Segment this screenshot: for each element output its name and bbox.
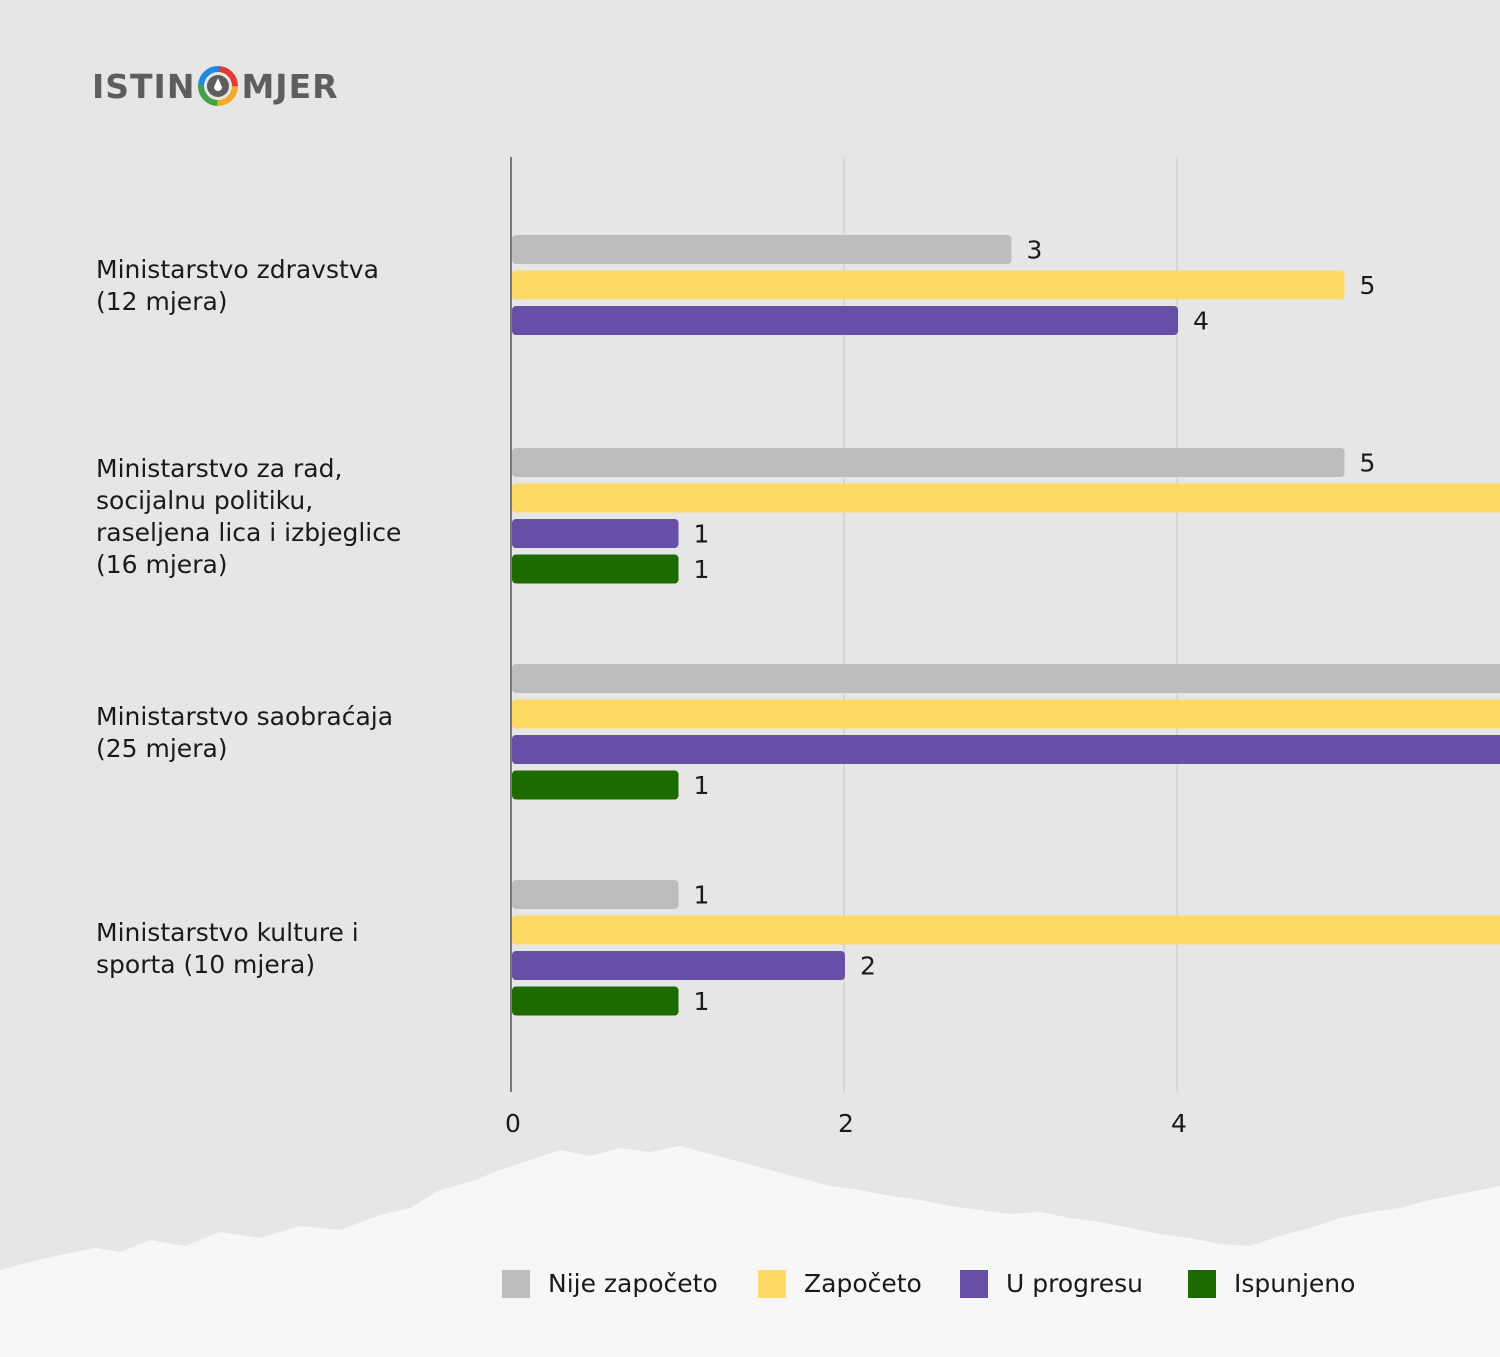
x-tick-label: 4 xyxy=(1171,1109,1187,1138)
bar xyxy=(512,554,679,584)
bar xyxy=(512,448,1345,477)
data-label: 1 xyxy=(694,771,710,800)
legend-label: Nije započeto xyxy=(548,1269,718,1298)
bar xyxy=(512,735,1500,764)
data-label: 5 xyxy=(1360,271,1376,300)
bar xyxy=(512,986,679,1016)
x-tick-label: 2 xyxy=(838,1109,854,1138)
category-label-line: Ministarstvo za rad, xyxy=(96,454,342,483)
brand-logo-right-text: MJER xyxy=(241,66,339,106)
bar xyxy=(512,770,679,800)
torn-paper-edge xyxy=(0,1146,1500,1357)
legend-swatch xyxy=(1188,1270,1216,1298)
data-label: 1 xyxy=(694,987,710,1016)
category-label: Ministarstvo kulture i sporta (10 mjera) xyxy=(96,918,359,979)
category-label-line: raseljena lica i izbjeglice xyxy=(96,518,401,547)
legend-label: Ispunjeno xyxy=(1234,1269,1355,1298)
category-label-line: Ministarstvo saobraćaja xyxy=(96,702,393,731)
legend-label: U progresu xyxy=(1006,1269,1143,1298)
data-label: 5 xyxy=(1360,449,1376,478)
data-label: 1 xyxy=(694,555,710,584)
category-label: Ministarstvo zdravstva (12 mjera) xyxy=(96,255,379,316)
legend-swatch xyxy=(502,1270,530,1298)
category-label-line: Ministarstvo zdravstva xyxy=(96,255,379,284)
data-label: 1 xyxy=(694,520,710,549)
brand-logo-left-text: ISTIN xyxy=(92,66,196,106)
category-label-line: socijalnu politiku, xyxy=(96,486,313,515)
legend-label: Započeto xyxy=(804,1269,922,1298)
category-label-line: (16 mjera) xyxy=(96,550,228,579)
legend-swatch xyxy=(758,1270,786,1298)
data-label: 1 xyxy=(694,881,710,910)
bar xyxy=(512,483,1500,513)
gauge-icon xyxy=(198,66,239,106)
data-label: 2 xyxy=(860,952,876,981)
category-label-line: sporta (10 mjera) xyxy=(96,950,315,979)
category-label-line: (12 mjera) xyxy=(96,287,228,316)
bar xyxy=(512,915,1500,945)
category-label-line: (25 mjera) xyxy=(96,734,228,763)
bar xyxy=(512,664,1500,693)
data-label: 4 xyxy=(1193,307,1209,336)
bar xyxy=(512,951,845,980)
category-label: Ministarstvo saobraćaja (25 mjera) xyxy=(96,702,393,763)
bar xyxy=(512,270,1345,300)
bar xyxy=(512,306,1178,335)
category-label: Ministarstvo za rad, socijalnu politiku, r… xyxy=(96,454,401,579)
x-tick-label: 0 xyxy=(505,1109,521,1138)
bar xyxy=(512,880,679,909)
brand-logo: ISTIN MJER xyxy=(92,62,339,110)
legend-swatch xyxy=(960,1270,988,1298)
category-label-line: Ministarstvo kulture i xyxy=(96,918,359,947)
bar xyxy=(512,699,1500,729)
bar xyxy=(512,235,1012,264)
bar xyxy=(512,519,679,548)
data-label: 3 xyxy=(1027,236,1043,265)
